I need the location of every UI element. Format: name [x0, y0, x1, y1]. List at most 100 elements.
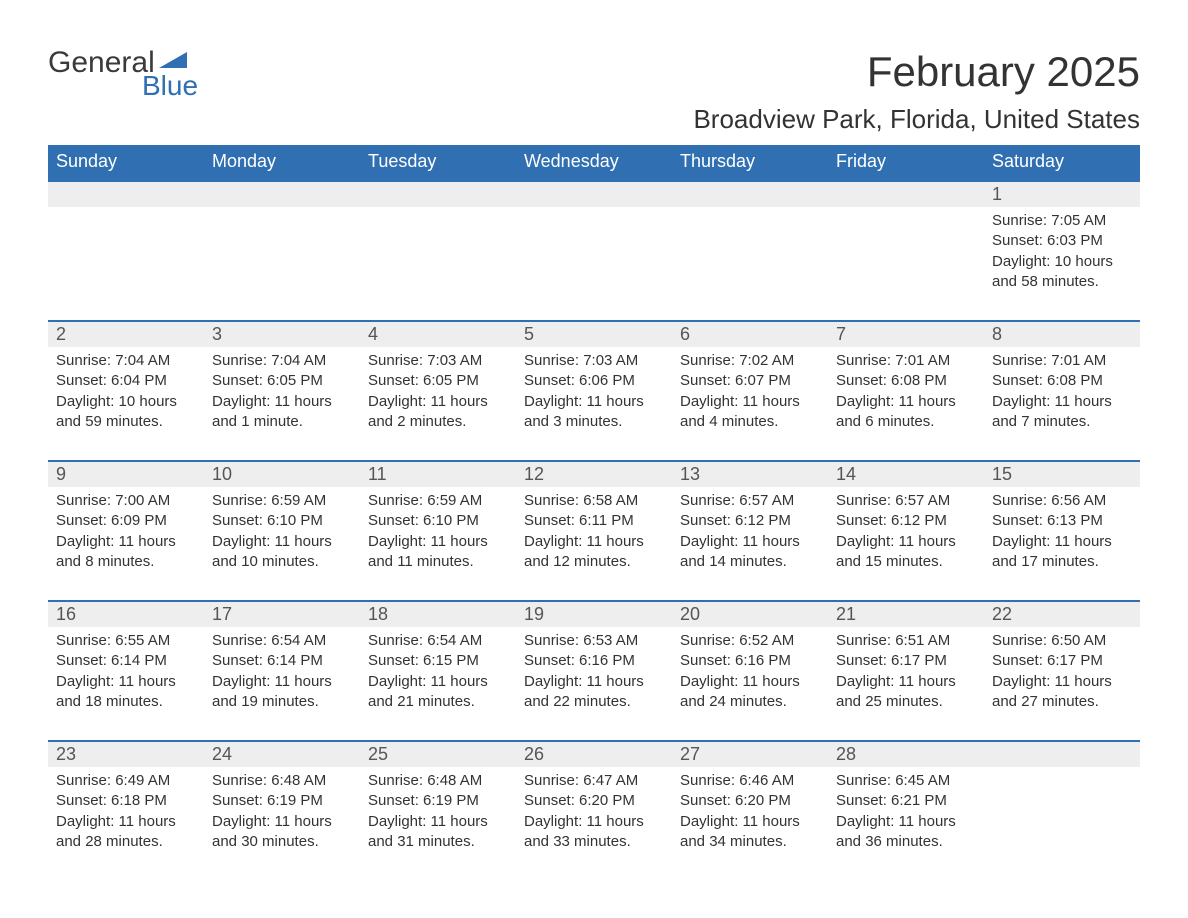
day-details: Sunrise: 7:02 AMSunset: 6:07 PMDaylight:… — [672, 347, 828, 432]
calendar: SundayMondayTuesdayWednesdayThursdayFrid… — [48, 145, 1140, 852]
daylight-line: Daylight: 11 hours and 36 minutes. — [836, 812, 972, 853]
daylight-line: Daylight: 11 hours and 24 minutes. — [680, 672, 816, 713]
weekday-header-row: SundayMondayTuesdayWednesdayThursdayFrid… — [48, 145, 1140, 180]
details-row: Sunrise: 7:05 AMSunset: 6:03 PMDaylight:… — [48, 207, 1140, 292]
sunrise-line: Sunrise: 7:01 AM — [992, 351, 1128, 371]
day-details: Sunrise: 6:54 AMSunset: 6:15 PMDaylight:… — [360, 627, 516, 712]
day-number: 3 — [204, 322, 360, 347]
day-number: 26 — [516, 742, 672, 767]
daylight-line: Daylight: 11 hours and 28 minutes. — [56, 812, 192, 853]
logo-word-blue: Blue — [142, 72, 198, 100]
page-title: February 2025 — [867, 48, 1140, 96]
day-details: Sunrise: 6:47 AMSunset: 6:20 PMDaylight:… — [516, 767, 672, 852]
day-number: 18 — [360, 602, 516, 627]
day-number: 15 — [984, 462, 1140, 487]
sunset-line: Sunset: 6:03 PM — [992, 231, 1128, 251]
day-number: 12 — [516, 462, 672, 487]
logo: General Blue — [48, 48, 198, 100]
day-details: Sunrise: 6:50 AMSunset: 6:17 PMDaylight:… — [984, 627, 1140, 712]
sunrise-line: Sunrise: 6:48 AM — [368, 771, 504, 791]
sunset-line: Sunset: 6:17 PM — [836, 651, 972, 671]
day-details — [360, 207, 516, 292]
daylight-line: Daylight: 11 hours and 30 minutes. — [212, 812, 348, 853]
day-number: 19 — [516, 602, 672, 627]
sunset-line: Sunset: 6:04 PM — [56, 371, 192, 391]
day-details: Sunrise: 7:04 AMSunset: 6:04 PMDaylight:… — [48, 347, 204, 432]
sunset-line: Sunset: 6:10 PM — [212, 511, 348, 531]
day-number: 22 — [984, 602, 1140, 627]
day-details: Sunrise: 6:56 AMSunset: 6:13 PMDaylight:… — [984, 487, 1140, 572]
sunset-line: Sunset: 6:12 PM — [836, 511, 972, 531]
details-row: Sunrise: 6:49 AMSunset: 6:18 PMDaylight:… — [48, 767, 1140, 852]
day-details — [48, 207, 204, 292]
sunrise-line: Sunrise: 6:55 AM — [56, 631, 192, 651]
sunset-line: Sunset: 6:16 PM — [680, 651, 816, 671]
sunset-line: Sunset: 6:21 PM — [836, 791, 972, 811]
sunset-line: Sunset: 6:05 PM — [212, 371, 348, 391]
details-row: Sunrise: 6:55 AMSunset: 6:14 PM Daylight:… — [48, 627, 1140, 712]
day-number: 6 — [672, 322, 828, 347]
daylight-line: Daylight: 11 hours and 3 minutes. — [524, 392, 660, 433]
day-number: 1 — [984, 182, 1140, 207]
day-details: Sunrise: 6:45 AMSunset: 6:21 PMDaylight:… — [828, 767, 984, 852]
day-details: Sunrise: 7:00 AMSunset: 6:09 PMDaylight:… — [48, 487, 204, 572]
sunset-line: Sunset: 6:19 PM — [368, 791, 504, 811]
sunset-line: Sunset: 6:07 PM — [680, 371, 816, 391]
weekday-header: Friday — [828, 145, 984, 180]
sunset-line: Sunset: 6:08 PM — [992, 371, 1128, 391]
daylight-line: Daylight: 11 hours and 2 minutes. — [368, 392, 504, 433]
day-details: Sunrise: 7:01 AMSunset: 6:08 PMDaylight:… — [984, 347, 1140, 432]
weekday-header: Tuesday — [360, 145, 516, 180]
day-number: 25 — [360, 742, 516, 767]
sunrise-line: Sunrise: 6:46 AM — [680, 771, 816, 791]
day-number: 4 — [360, 322, 516, 347]
day-number: 23 — [48, 742, 204, 767]
sunrise-line: Sunrise: 7:04 AM — [212, 351, 348, 371]
day-details: Sunrise: 6:51 AMSunset: 6:17 PMDaylight:… — [828, 627, 984, 712]
daylight-line: Daylight: 11 hours and 11 minutes. — [368, 532, 504, 573]
day-details: Sunrise: 6:57 AMSunset: 6:12 PMDaylight:… — [672, 487, 828, 572]
day-number: 24 — [204, 742, 360, 767]
daylight-line: Daylight: 11 hours and 8 minutes. — [56, 532, 192, 573]
daylight-line: Daylight: 11 hours and 10 minutes. — [212, 532, 348, 573]
day-details — [516, 207, 672, 292]
day-details: Sunrise: 6:49 AMSunset: 6:18 PMDaylight:… — [48, 767, 204, 852]
daylight-line: Daylight: 11 hours and 15 minutes. — [836, 532, 972, 573]
day-details — [672, 207, 828, 292]
sunrise-line: Sunrise: 7:00 AM — [56, 491, 192, 511]
date-band: 1 — [48, 180, 1140, 207]
daylight-line: Daylight: 11 hours and 22 minutes. — [524, 672, 660, 713]
day-details: Sunrise: 6:53 AMSunset: 6:16 PMDaylight:… — [516, 627, 672, 712]
daylight-line: Daylight: 11 hours and 33 minutes. — [524, 812, 660, 853]
day-details — [984, 767, 1140, 852]
sunrise-line: Sunrise: 6:56 AM — [992, 491, 1128, 511]
day-details: Sunrise: 6:46 AMSunset: 6:20 PMDaylight:… — [672, 767, 828, 852]
details-row: Sunrise: 7:04 AM Sunset: 6:04 PM Daylight:… — [48, 347, 1140, 432]
sunset-line: Sunset: 6:13 PM — [992, 511, 1128, 531]
day-details: Sunrise: 7:05 AMSunset: 6:03 PMDaylight:… — [984, 207, 1140, 292]
sunset-line: Sunset: 6:14 PM — [56, 651, 192, 671]
day-details: Sunrise: 6:58 AMSunset: 6:11 PMDaylight:… — [516, 487, 672, 572]
day-number: 13 — [672, 462, 828, 487]
daylight-line: Daylight: 10 hours and 58 minutes. — [992, 252, 1128, 293]
day-number: 17 — [204, 602, 360, 627]
day-details: Sunrise: 7:03 AMSunset: 6:05 PMDaylight:… — [360, 347, 516, 432]
date-band: 9101112131415 — [48, 460, 1140, 487]
sunrise-line: Sunrise: 6:49 AM — [56, 771, 192, 791]
daylight-line: Daylight: 11 hours and 34 minutes. — [680, 812, 816, 853]
day-details: Sunrise: 6:48 AMSunset: 6:19 PMDaylight:… — [360, 767, 516, 852]
day-number: 21 — [828, 602, 984, 627]
sunset-line: Sunset: 6:19 PM — [212, 791, 348, 811]
sunset-line: Sunset: 6:16 PM — [524, 651, 660, 671]
sunrise-line: Sunrise: 7:01 AM — [836, 351, 972, 371]
day-details: Sunrise: 7:01 AMSunset: 6:08 PMDaylight:… — [828, 347, 984, 432]
day-number: 5 — [516, 322, 672, 347]
sunrise-line: Sunrise: 7:03 AM — [368, 351, 504, 371]
day-number: 8 — [984, 322, 1140, 347]
day-number: 2 — [48, 322, 204, 347]
sunrise-line: Sunrise: 6:54 AM — [368, 631, 504, 651]
sunset-line: Sunset: 6:09 PM — [56, 511, 192, 531]
day-number: 10 — [204, 462, 360, 487]
sunrise-line: Sunrise: 7:03 AM — [524, 351, 660, 371]
weeks-container: 1Sunrise: 7:05 AMSunset: 6:03 PMDaylight… — [48, 180, 1140, 852]
